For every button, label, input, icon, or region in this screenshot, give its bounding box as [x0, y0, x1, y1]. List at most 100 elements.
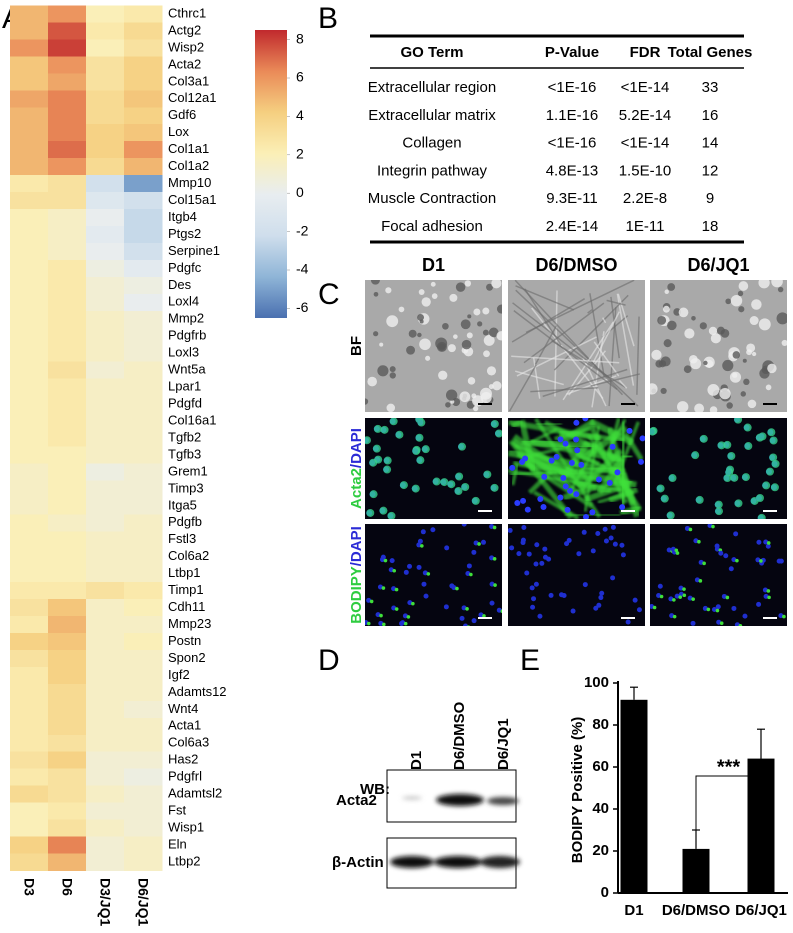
table-cell: 16: [702, 107, 719, 124]
heatmap-cell: [48, 548, 87, 566]
cell: [703, 360, 708, 366]
heatmap-cell: [86, 582, 125, 600]
band: [390, 856, 434, 868]
nucleus: [723, 553, 729, 559]
table-cell: 5.2E-14: [619, 107, 672, 124]
heatmap-cell: [124, 480, 163, 498]
cell-body: [395, 430, 404, 439]
cell: [530, 386, 599, 393]
nucleus: [534, 542, 540, 548]
nucleus: [471, 549, 477, 555]
y-tick-label: 40: [592, 800, 609, 817]
cell-body: [695, 495, 704, 504]
table-cell: Integrin pathway: [377, 162, 488, 179]
cell-body: [660, 494, 669, 503]
nucleus: [562, 483, 569, 490]
nucleus: [610, 524, 616, 530]
heatmap-cell: [10, 565, 49, 583]
cell: [379, 342, 384, 347]
column-label: D3: [21, 878, 37, 896]
cell: [467, 377, 476, 385]
heatmap-cell: [86, 209, 125, 227]
heatmap-cell: [48, 446, 87, 464]
cell: [738, 281, 749, 291]
cell-body: [373, 424, 382, 433]
heatmap-cell: [10, 582, 49, 600]
heatmap-cell: [124, 327, 163, 345]
heatmap-cell: [86, 768, 125, 786]
heatmap-cell: [124, 141, 163, 159]
lipid: [672, 614, 677, 619]
nucleus: [520, 540, 526, 546]
cell: [777, 286, 784, 293]
gene-label: Col3a1: [168, 73, 209, 88]
nucleus: [533, 581, 539, 587]
lipid: [678, 595, 683, 599]
heatmap-cell: [10, 22, 49, 40]
heatmap-cell: [10, 310, 49, 329]
cell: [618, 379, 628, 389]
heatmap-cell: [48, 327, 87, 345]
heatmap-cell: [86, 5, 125, 23]
cell-body: [765, 467, 774, 476]
colorbar-tick-label: 6: [296, 69, 304, 85]
table-cell: 9.3E-11: [546, 190, 597, 207]
table-cell: 2.2E-8: [623, 190, 667, 207]
cell: [480, 387, 492, 400]
heatmap-cell: [48, 853, 87, 871]
heatmap-cell: [86, 158, 125, 176]
table-cell: 12: [702, 162, 719, 179]
cell: [746, 343, 756, 353]
lipid: [702, 561, 706, 566]
heatmap-cell: [10, 429, 49, 447]
nucleus: [541, 473, 548, 480]
lipid: [465, 607, 469, 611]
heatmap-cell: [86, 293, 125, 312]
lipid: [382, 622, 386, 626]
nucleus: [489, 600, 495, 606]
micrograph: [650, 280, 787, 412]
lipid: [682, 587, 686, 591]
heatmap-cell: [48, 802, 87, 820]
gene-label: Serpine1: [168, 243, 220, 258]
heatmap-cell: [86, 73, 125, 91]
heatmap-cell: [10, 39, 49, 57]
heatmap-cell: [10, 683, 49, 702]
nucleus: [524, 570, 530, 576]
cell-body: [455, 472, 464, 481]
nucleus: [598, 595, 604, 601]
heatmap-cell: [86, 480, 125, 498]
heatmap-cell: [124, 39, 163, 57]
cell: [464, 280, 472, 287]
heatmap-cell: [124, 514, 163, 532]
cell: [751, 351, 757, 357]
nucleus: [581, 529, 587, 535]
nucleus: [573, 436, 580, 443]
heatmap-cell: [124, 565, 163, 583]
cell: [511, 355, 620, 364]
cell: [749, 316, 759, 326]
cell-body: [421, 445, 430, 454]
nucleus: [638, 458, 645, 465]
lipid: [379, 613, 383, 618]
cell: [492, 381, 502, 391]
gene-label: Wisp1: [168, 819, 204, 834]
lipid: [766, 541, 771, 545]
heatmap-cell: [86, 276, 125, 295]
heatmap-cell: [124, 446, 163, 464]
nucleus: [546, 556, 552, 562]
cell-body: [757, 513, 766, 519]
lipid: [426, 572, 431, 576]
cell: [707, 383, 720, 396]
cell: [447, 344, 456, 353]
band: [487, 797, 519, 805]
cell: [664, 289, 669, 295]
nucleus: [612, 541, 618, 547]
heatmap-cell: [10, 344, 49, 362]
heatmap-cell: [124, 768, 163, 786]
nucleus: [420, 529, 426, 535]
table-cell: 14: [702, 135, 719, 152]
gene-label: Igf2: [168, 667, 190, 682]
heatmap-cell: [48, 225, 87, 244]
nucleus: [449, 583, 455, 589]
